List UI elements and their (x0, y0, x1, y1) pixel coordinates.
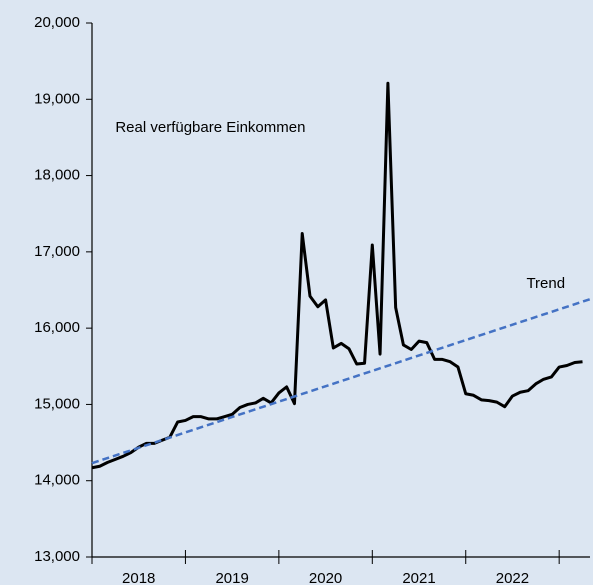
y-tick-label: 17,000 (34, 243, 80, 260)
y-tick-label: 14,000 (34, 472, 80, 489)
y-tick-label: 15,000 (34, 395, 80, 412)
y-tick-label: 20,000 (34, 14, 80, 31)
x-tick-label: 2021 (402, 570, 435, 585)
x-tick-label: 2019 (215, 570, 248, 585)
annotation: Real verfügbare Einkommen (115, 119, 305, 136)
y-tick-label: 18,000 (34, 167, 80, 184)
data-line (91, 81, 583, 470)
x-tick-label: 2018 (122, 570, 155, 585)
y-tick-label: 13,000 (34, 548, 80, 565)
x-tick-label: 2022 (496, 570, 529, 585)
x-tick-label: 2020 (309, 570, 342, 585)
y-tick-label: 19,000 (34, 90, 80, 107)
y-tick-label: 16,000 (34, 319, 80, 336)
annotation: Trend (526, 275, 565, 292)
trend-line (91, 297, 591, 465)
